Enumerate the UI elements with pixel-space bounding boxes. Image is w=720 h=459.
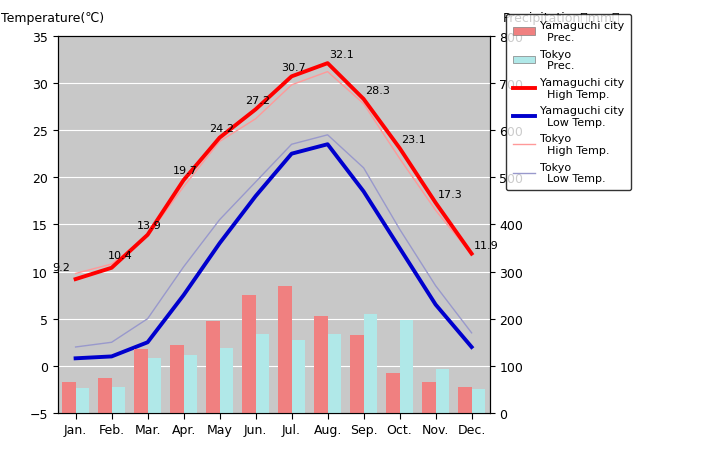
Text: 19.7: 19.7: [173, 166, 198, 176]
Text: 30.7: 30.7: [281, 62, 305, 73]
Text: 23.1: 23.1: [402, 135, 426, 145]
Text: 32.1: 32.1: [329, 50, 354, 60]
Bar: [148, 358, 161, 413]
Bar: [472, 389, 485, 413]
Bar: [292, 341, 305, 413]
Text: 28.3: 28.3: [365, 86, 390, 96]
Bar: [350, 336, 364, 413]
Bar: [256, 334, 269, 413]
Bar: [422, 382, 436, 413]
Bar: [400, 320, 413, 413]
Text: 11.9: 11.9: [474, 241, 498, 250]
Text: 17.3: 17.3: [438, 190, 462, 200]
Text: 10.4: 10.4: [108, 251, 132, 261]
Bar: [220, 348, 233, 413]
Bar: [386, 373, 400, 413]
Bar: [458, 387, 472, 413]
Bar: [328, 334, 341, 413]
Bar: [170, 345, 184, 413]
Bar: [314, 317, 328, 413]
Text: 24.2: 24.2: [209, 123, 234, 134]
Bar: [76, 389, 89, 413]
Text: 27.2: 27.2: [245, 95, 270, 106]
Bar: [134, 350, 148, 413]
Bar: [436, 369, 449, 413]
Text: 9.2: 9.2: [53, 262, 70, 272]
Text: 13.9: 13.9: [137, 221, 161, 230]
Bar: [278, 286, 292, 413]
Text: Precipitation（mm）: Precipitation（mm）: [503, 12, 620, 25]
Legend: Yamaguchi city
  Prec., Tokyo
  Prec., Yamaguchi city
  High Temp., Yamaguchi ci: Yamaguchi city Prec., Tokyo Prec., Yamag…: [506, 15, 631, 190]
Bar: [112, 387, 125, 413]
Bar: [364, 314, 377, 413]
Bar: [206, 321, 220, 413]
Bar: [184, 355, 197, 413]
Text: Temperature(℃): Temperature(℃): [1, 12, 104, 25]
Bar: [98, 378, 112, 413]
Bar: [62, 382, 76, 413]
Bar: [242, 296, 256, 413]
